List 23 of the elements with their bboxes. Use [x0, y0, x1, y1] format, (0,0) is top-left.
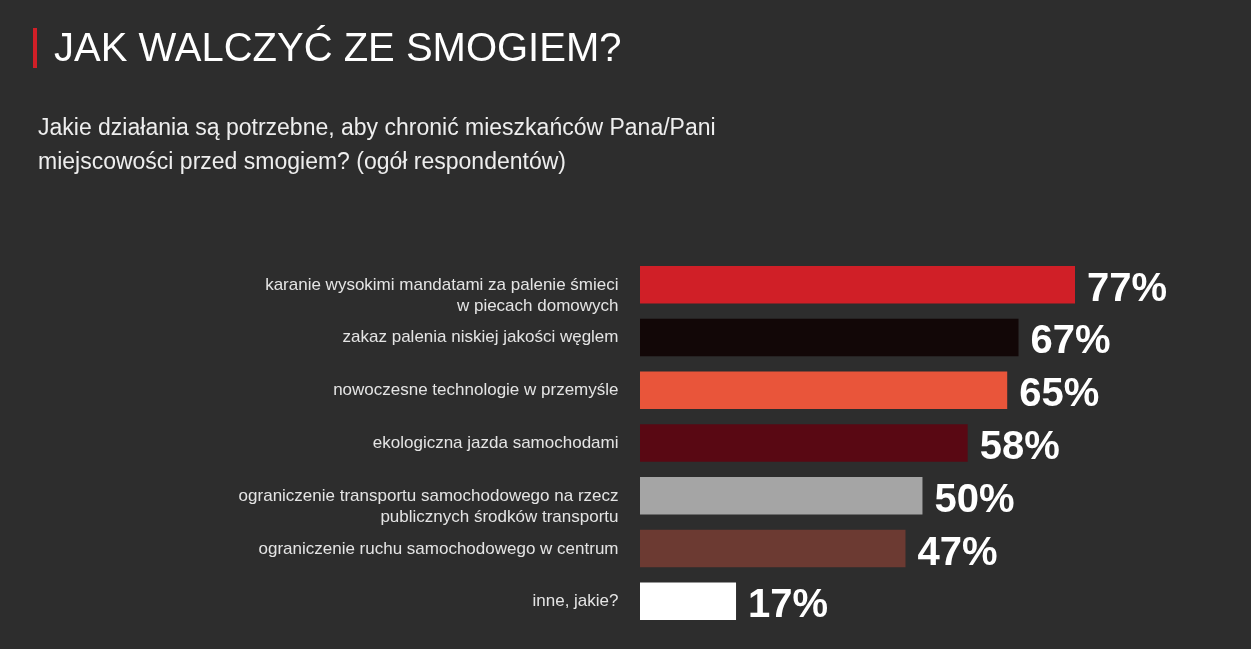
y-tick-label: ograniczenie ruchu samochodowego w centrum	[258, 538, 619, 558]
data-label: 50%	[934, 475, 1015, 520]
y-tick-label: inne, jakie?	[532, 591, 619, 611]
data-label: 17%	[748, 581, 829, 626]
text: Jakie działania są potrzebne, aby chronić mieszkańców Pana/Pani miejscowości przed smogiem? (ogół respondentów)	[38, 113, 717, 176]
bar	[640, 424, 968, 462]
y-tick-label: karanie wysokimi mandatami za palenie śmieci w piecach domowych	[265, 274, 619, 315]
bar	[640, 265, 1075, 304]
data-label: 67%	[1030, 317, 1111, 362]
data-label: 47%	[917, 528, 998, 573]
bar	[640, 582, 737, 621]
y-tick-label: ograniczenie transportu samochodowego na rzecz publicznych środków transportu	[238, 485, 619, 526]
data-label: 65%	[1019, 370, 1100, 415]
chart-title: JAK WALCZYĆ ZE SMOGIEM?	[54, 24, 622, 70]
bar	[640, 477, 923, 515]
y-tick-label: nowoczesne technologie w przemyśle	[333, 380, 619, 400]
y-tick-label: zakaz palenia niskiej jakości węglem	[342, 327, 619, 347]
bar	[640, 529, 906, 568]
bar	[640, 371, 1008, 409]
bar	[640, 318, 1019, 357]
data-label: 77%	[1087, 264, 1168, 309]
y-tick-label: ekologiczna jazda samochodami	[372, 433, 619, 452]
data-label: 58%	[979, 423, 1060, 467]
